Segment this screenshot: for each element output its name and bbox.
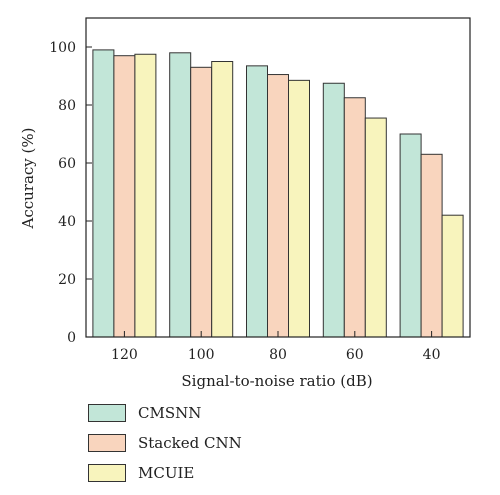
legend-item-cmsnn: CMSNN [88, 398, 242, 428]
bar-mcuie-80 [288, 79, 310, 338]
legend-swatch-stacked-cnn [88, 434, 126, 452]
bar-cmsnn-80 [246, 65, 268, 338]
x-tick-label-120: 120 [111, 347, 138, 363]
legend-label-mcuie: MCUIE [138, 464, 195, 482]
bar-mcuie-120 [134, 53, 157, 338]
bar-cmsnn-60 [322, 82, 345, 338]
legend-item-mcuie: MCUIE [88, 458, 242, 488]
legend: CMSNN Stacked CNN MCUIE [88, 398, 242, 488]
bar-mcuie-40 [441, 214, 464, 338]
bar-stacked-cnn-40 [420, 153, 443, 338]
y-tick-label-20: 20 [58, 272, 76, 288]
y-tick-label-40: 40 [58, 214, 76, 230]
bar-stacked-cnn-120 [113, 55, 136, 338]
x-tick-label-100: 100 [188, 347, 215, 363]
legend-label-stacked-cnn: Stacked CNN [138, 434, 242, 452]
y-tick-label-0: 0 [67, 330, 76, 346]
bar-cmsnn-100 [169, 52, 192, 338]
legend-swatch-mcuie [88, 464, 126, 482]
bar-chart: 0 20 40 60 80 100 120 100 80 60 40 Accuracy (%) Si… [19, 17, 471, 390]
y-tick-label-80: 80 [58, 98, 76, 114]
plot-area: 0 20 40 60 80 100 120 100 80 60 40 [49, 17, 471, 363]
y-axis-label: Accuracy (%) [19, 127, 37, 229]
bar-cmsnn-40 [399, 133, 422, 338]
legend-swatch-cmsnn [88, 404, 126, 422]
y-tick-label-60: 60 [58, 156, 76, 172]
bar-stacked-cnn-80 [267, 74, 289, 338]
bar-stacked-cnn-100 [190, 66, 213, 338]
x-tick-label-80: 80 [269, 347, 287, 363]
x-tick-label-40: 40 [423, 347, 441, 363]
bar-cmsnn-120 [92, 49, 115, 338]
legend-item-stacked-cnn: Stacked CNN [88, 428, 242, 458]
y-tick-label-100: 100 [49, 40, 76, 56]
bar-mcuie-100 [211, 61, 234, 338]
x-axis-label: Signal-to-noise ratio (dB) [181, 372, 372, 390]
legend-label-cmsnn: CMSNN [138, 404, 202, 422]
bar-mcuie-60 [364, 117, 387, 338]
x-tick-label-60: 60 [346, 347, 364, 363]
bar-stacked-cnn-60 [343, 97, 366, 338]
